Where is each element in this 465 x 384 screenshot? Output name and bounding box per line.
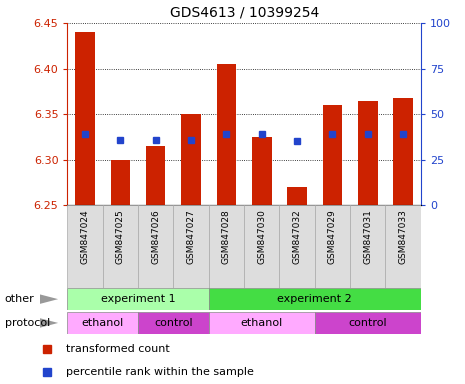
Bar <box>358 101 378 205</box>
Bar <box>75 32 95 205</box>
Bar <box>279 205 315 288</box>
Text: GSM847026: GSM847026 <box>151 210 160 264</box>
Text: GSM847030: GSM847030 <box>257 210 266 265</box>
Text: ethanol: ethanol <box>241 318 283 328</box>
Text: GSM847033: GSM847033 <box>399 210 408 265</box>
Bar <box>244 205 279 288</box>
Title: GDS4613 / 10399254: GDS4613 / 10399254 <box>170 5 319 19</box>
Bar <box>315 205 350 288</box>
Bar <box>209 288 421 310</box>
Text: percentile rank within the sample: percentile rank within the sample <box>66 367 254 377</box>
Polygon shape <box>40 318 58 328</box>
Text: experiment 1: experiment 1 <box>101 294 175 304</box>
Text: GSM847025: GSM847025 <box>116 210 125 264</box>
Bar <box>209 312 315 334</box>
Bar <box>173 205 209 288</box>
Polygon shape <box>40 294 58 304</box>
Bar <box>138 205 173 288</box>
Text: protocol: protocol <box>5 318 50 328</box>
Bar <box>393 98 413 205</box>
Bar <box>315 312 421 334</box>
Text: ethanol: ethanol <box>82 318 124 328</box>
Text: GSM847031: GSM847031 <box>363 210 372 265</box>
Bar <box>323 105 342 205</box>
Text: experiment 2: experiment 2 <box>278 294 352 304</box>
Bar <box>67 205 103 288</box>
Text: GSM847029: GSM847029 <box>328 210 337 264</box>
Text: control: control <box>348 318 387 328</box>
Bar <box>181 114 201 205</box>
Bar <box>111 160 130 205</box>
Bar <box>350 205 385 288</box>
Bar <box>138 312 209 334</box>
Text: GSM847028: GSM847028 <box>222 210 231 264</box>
Text: GSM847027: GSM847027 <box>186 210 196 264</box>
Text: GSM847024: GSM847024 <box>80 210 90 264</box>
Text: other: other <box>5 294 34 304</box>
Bar <box>146 146 166 205</box>
Bar <box>252 137 272 205</box>
Text: GSM847032: GSM847032 <box>292 210 302 264</box>
Bar <box>103 205 138 288</box>
Bar <box>67 312 138 334</box>
Bar <box>385 205 421 288</box>
Text: transformed count: transformed count <box>66 344 170 354</box>
Text: control: control <box>154 318 193 328</box>
Bar <box>287 187 307 205</box>
Bar <box>217 64 236 205</box>
Bar <box>209 205 244 288</box>
Bar <box>67 288 209 310</box>
